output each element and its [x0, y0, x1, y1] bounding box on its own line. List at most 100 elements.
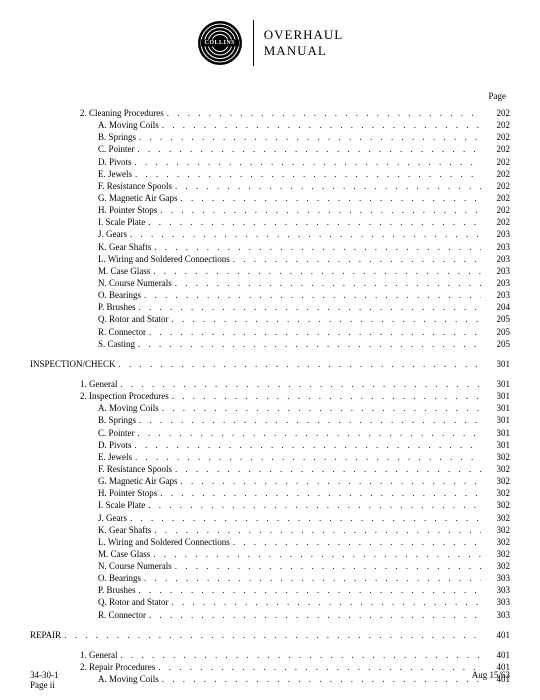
toc-entry-label: M. Case Glass: [98, 265, 150, 277]
toc-entry-page: 205: [484, 326, 510, 338]
toc-entry-page: 202: [484, 204, 510, 216]
toc-row: Q. Rotor and Stator. . . . . . . . . . .…: [30, 596, 510, 608]
toc-spacer: [30, 370, 510, 378]
toc-leader-dots: . . . . . . . . . . . . . . . . . . . . …: [138, 338, 481, 350]
toc-entry-label: H. Pointer Stops: [98, 204, 157, 216]
toc-row: J. Gears. . . . . . . . . . . . . . . . …: [30, 512, 510, 524]
toc-entry-label: P. Brushes: [98, 301, 136, 313]
toc-entry-label: I. Scale Plate: [98, 216, 145, 228]
toc-leader-dots: . . . . . . . . . . . . . . . . . . . . …: [175, 180, 481, 192]
toc-row: B. Springs. . . . . . . . . . . . . . . …: [30, 414, 510, 426]
toc-row: J. Gears. . . . . . . . . . . . . . . . …: [30, 228, 510, 240]
toc-leader-dots: . . . . . . . . . . . . . . . . . . . . …: [172, 390, 481, 402]
toc-row: K. Gear Shafts. . . . . . . . . . . . . …: [30, 524, 510, 536]
toc-entry-page: 204: [484, 301, 510, 313]
toc-entry-page: 302: [484, 524, 510, 536]
toc-entry-page: 203: [484, 277, 510, 289]
toc-entry-page: 301: [484, 427, 510, 439]
toc-entry-label: E. Jewels: [98, 451, 132, 463]
toc-entry-page: 302: [484, 463, 510, 475]
toc-row: D. Pivots. . . . . . . . . . . . . . . .…: [30, 156, 510, 168]
toc-row: G. Magnetic Air Gaps. . . . . . . . . . …: [30, 475, 510, 487]
toc-entry-label: P. Brushes: [98, 584, 136, 596]
toc-entry-page: 301: [484, 378, 510, 390]
toc-entry-page: 205: [484, 338, 510, 350]
toc-row: 1. General. . . . . . . . . . . . . . . …: [30, 649, 510, 661]
toc-entry-label: D. Pivots: [98, 156, 132, 168]
toc-row: I. Scale Plate. . . . . . . . . . . . . …: [30, 499, 510, 511]
toc-row: H. Pointer Stops. . . . . . . . . . . . …: [30, 487, 510, 499]
toc-row: N. Course Numerals. . . . . . . . . . . …: [30, 560, 510, 572]
toc-leader-dots: . . . . . . . . . . . . . . . . . . . . …: [138, 427, 481, 439]
toc-entry-page: 401: [484, 649, 510, 661]
toc-entry-page: 202: [484, 168, 510, 180]
toc-row: Q. Rotor and Stator. . . . . . . . . . .…: [30, 313, 510, 325]
toc-row: F. Resistance Spools. . . . . . . . . . …: [30, 463, 510, 475]
toc-entry-label: G. Magnetic Air Gaps: [98, 192, 177, 204]
toc-row: E. Jewels. . . . . . . . . . . . . . . .…: [30, 168, 510, 180]
toc-row: P. Brushes. . . . . . . . . . . . . . . …: [30, 584, 510, 596]
toc-leader-dots: . . . . . . . . . . . . . . . . . . . . …: [135, 439, 481, 451]
toc-leader-dots: . . . . . . . . . . . . . . . . . . . . …: [175, 277, 481, 289]
toc-leader-dots: . . . . . . . . . . . . . . . . . . . . …: [180, 475, 481, 487]
toc-entry-page: 202: [484, 216, 510, 228]
toc-row: REPAIR. . . . . . . . . . . . . . . . . …: [30, 629, 510, 641]
toc-entry-label: 1. General: [80, 378, 117, 390]
toc-row: M. Case Glass. . . . . . . . . . . . . .…: [30, 548, 510, 560]
toc-leader-dots: . . . . . . . . . . . . . . . . . . . . …: [153, 548, 481, 560]
toc-leader-dots: . . . . . . . . . . . . . . . . . . . . …: [148, 499, 481, 511]
toc-row: 1. General. . . . . . . . . . . . . . . …: [30, 378, 510, 390]
toc-entry-label: R. Connector: [98, 609, 146, 621]
toc-entry-page: 301: [484, 402, 510, 414]
toc-entry-label: K. Gear Shafts: [98, 524, 151, 536]
toc-leader-dots: . . . . . . . . . . . . . . . . . . . . …: [233, 536, 481, 548]
toc-leader-dots: . . . . . . . . . . . . . . . . . . . . …: [153, 265, 481, 277]
footer-date: Aug 15/63: [472, 670, 510, 690]
toc-entry-page: 203: [484, 253, 510, 265]
toc-row: S. Casting. . . . . . . . . . . . . . . …: [30, 338, 510, 350]
toc-row: D. Pivots. . . . . . . . . . . . . . . .…: [30, 439, 510, 451]
toc-row: O. Bearings. . . . . . . . . . . . . . .…: [30, 572, 510, 584]
toc-spacer: [30, 621, 510, 629]
toc-entry-page: 203: [484, 289, 510, 301]
toc-leader-dots: . . . . . . . . . . . . . . . . . . . . …: [120, 378, 481, 390]
toc-leader-dots: . . . . . . . . . . . . . . . . . . . . …: [144, 572, 481, 584]
toc-entry-page: 401: [484, 629, 510, 641]
toc-leader-dots: . . . . . . . . . . . . . . . . . . . . …: [172, 596, 482, 608]
toc-row: M. Case Glass. . . . . . . . . . . . . .…: [30, 265, 510, 277]
toc-entry-page: 303: [484, 572, 510, 584]
toc-row: F. Resistance Spools. . . . . . . . . . …: [30, 180, 510, 192]
toc-entry-label: O. Bearings: [98, 289, 141, 301]
toc-entry-label: J. Gears: [98, 228, 127, 240]
toc-row: 2. Inspection Procedures. . . . . . . . …: [30, 390, 510, 402]
toc-entry-page: 202: [484, 192, 510, 204]
table-of-contents: 2. Cleaning Procedures . . . . . . . . . …: [30, 107, 510, 685]
toc-entry-page: 302: [484, 499, 510, 511]
toc-leader-dots: . . . . . . . . . . . . . . . . . . . . …: [64, 629, 481, 641]
toc-entry-label: INSPECTION/CHECK: [30, 358, 116, 370]
toc-leader-dots: . . . . . . . . . . . . . . . . . . . . …: [154, 524, 481, 536]
toc-row: R. Connector. . . . . . . . . . . . . . …: [30, 326, 510, 338]
toc-leader-dots: . . . . . . . . . . . . . . . . . . . . …: [175, 463, 481, 475]
toc-entry-label: F. Resistance Spools: [98, 463, 172, 475]
toc-entry-page: 202: [484, 156, 510, 168]
toc-leader-dots: . . . . . . . . . . . . . . . . . . . . …: [139, 131, 481, 143]
toc-entry-label: 1. General: [80, 649, 117, 661]
toc-entry-label: N. Course Numerals: [98, 560, 172, 572]
toc-entry-page: 203: [484, 228, 510, 240]
toc-leader-dots: . . . . . . . . . . . . . . . . . . . . …: [172, 313, 482, 325]
toc-row: N. Course Numerals. . . . . . . . . . . …: [30, 277, 510, 289]
toc-entry-page: 302: [484, 475, 510, 487]
toc-entry-page: 301: [484, 358, 510, 370]
toc-row: 2. Cleaning Procedures. . . . . . . . . …: [30, 107, 510, 119]
footer-page-number: Page ii: [30, 680, 59, 690]
toc-entry-label: A. Moving Coils: [98, 119, 159, 131]
toc-entry-label: A. Moving Coils: [98, 402, 159, 414]
toc-entry-label: 2. Cleaning Procedures: [80, 107, 164, 119]
header-divider: [253, 20, 254, 66]
toc-row: E. Jewels. . . . . . . . . . . . . . . .…: [30, 451, 510, 463]
toc-row: L. Wiring and Soldered Connections. . . …: [30, 253, 510, 265]
toc-spacer: [30, 641, 510, 649]
title-line-1: OVERHAUL: [264, 27, 344, 43]
toc-entry-page: 302: [484, 487, 510, 499]
